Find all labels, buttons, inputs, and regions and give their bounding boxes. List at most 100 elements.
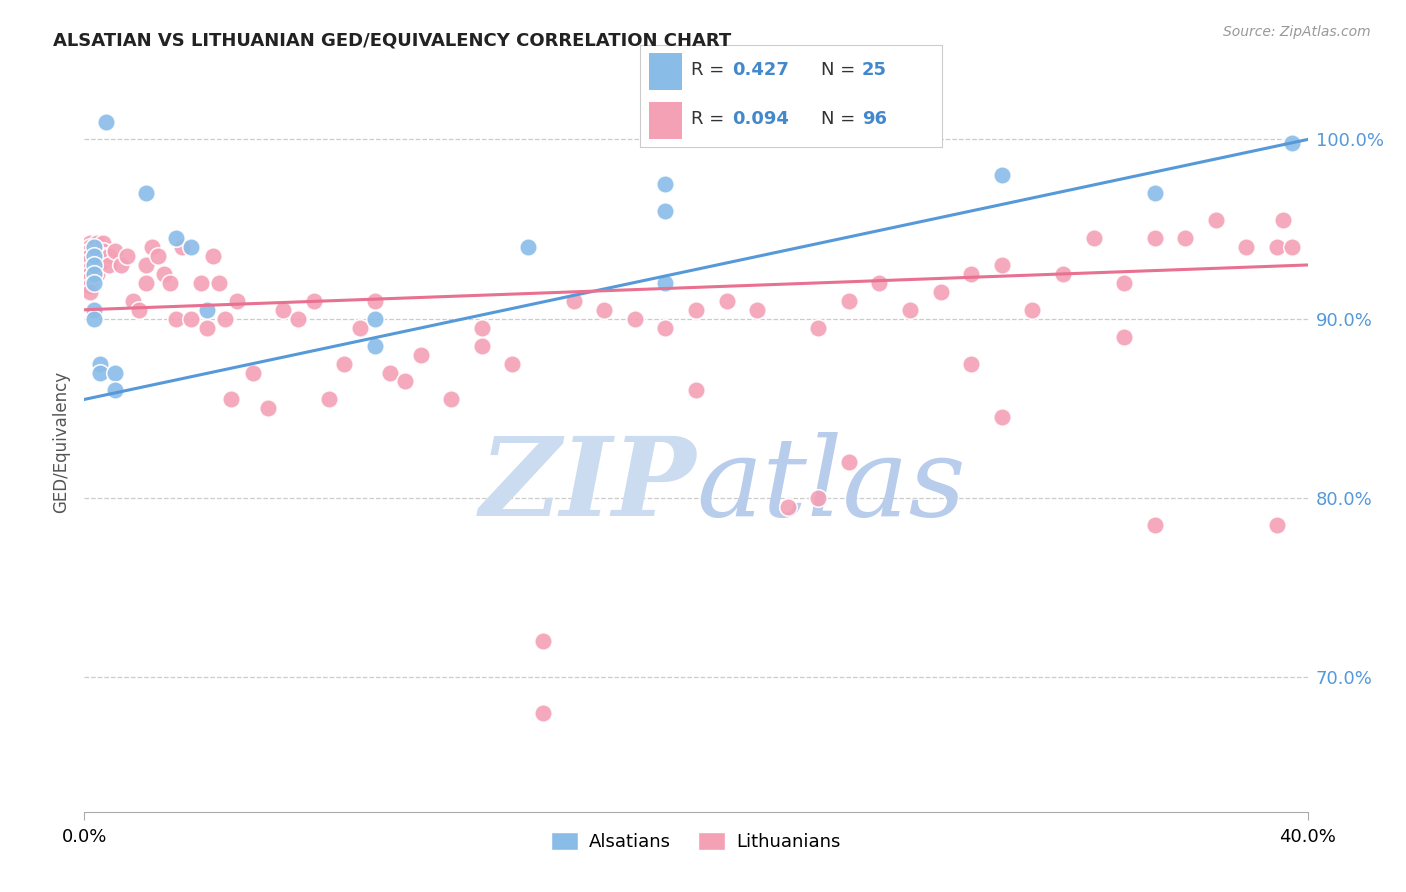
Text: Source: ZipAtlas.com: Source: ZipAtlas.com — [1223, 25, 1371, 39]
Point — [593, 302, 616, 317]
Point — [1205, 213, 1227, 227]
Point — [180, 311, 202, 326]
Point — [807, 491, 830, 505]
Point — [991, 410, 1014, 425]
Point — [97, 258, 120, 272]
Point — [991, 258, 1014, 272]
Text: ALSATIAN VS LITHUANIAN GED/EQUIVALENCY CORRELATION CHART: ALSATIAN VS LITHUANIAN GED/EQUIVALENCY C… — [53, 31, 731, 49]
Point — [159, 276, 181, 290]
Point — [838, 293, 860, 308]
Point — [135, 186, 157, 201]
Point — [104, 244, 127, 258]
Point — [226, 293, 249, 308]
Point — [86, 236, 108, 251]
Point — [79, 236, 101, 251]
Point — [333, 357, 356, 371]
Text: R =: R = — [692, 62, 730, 79]
Point — [104, 384, 127, 398]
Point — [471, 320, 494, 334]
Point — [180, 240, 202, 254]
Point — [208, 276, 231, 290]
Point — [1265, 517, 1288, 532]
Point — [1021, 302, 1043, 317]
Point — [153, 267, 176, 281]
Point — [318, 392, 340, 407]
Point — [86, 249, 108, 263]
Text: R =: R = — [692, 111, 730, 128]
Text: ZIP: ZIP — [479, 433, 696, 540]
Point — [83, 311, 105, 326]
Point — [349, 320, 371, 334]
Point — [128, 302, 150, 317]
Point — [838, 455, 860, 469]
Point — [165, 311, 187, 326]
Point — [898, 302, 921, 317]
Point — [364, 311, 387, 326]
Text: 96: 96 — [862, 111, 887, 128]
Point — [394, 375, 416, 389]
Point — [172, 240, 194, 254]
Point — [960, 357, 983, 371]
Bar — [648, 53, 682, 90]
Point — [685, 302, 707, 317]
Point — [79, 254, 101, 268]
Point — [97, 249, 120, 263]
Point — [654, 276, 676, 290]
Point — [91, 249, 114, 263]
Point — [531, 634, 554, 648]
Point — [91, 254, 114, 268]
Point — [960, 267, 983, 281]
Point — [1265, 240, 1288, 254]
Point — [79, 244, 101, 258]
Point — [135, 258, 157, 272]
Point — [195, 302, 218, 317]
Point — [104, 366, 127, 380]
Point — [1114, 276, 1136, 290]
Point — [89, 357, 111, 371]
Point — [716, 293, 738, 308]
Point — [654, 178, 676, 192]
Point — [747, 302, 769, 317]
Text: N =: N = — [821, 62, 860, 79]
Text: N =: N = — [821, 111, 860, 128]
Point — [86, 261, 108, 276]
Point — [86, 267, 108, 281]
Point — [302, 293, 325, 308]
Point — [115, 249, 138, 263]
Text: 0.094: 0.094 — [733, 111, 789, 128]
Point — [214, 311, 236, 326]
Point — [83, 276, 105, 290]
Text: atlas: atlas — [696, 433, 966, 540]
Point — [1272, 213, 1295, 227]
Point — [654, 204, 676, 219]
Point — [364, 338, 387, 352]
Point — [79, 285, 101, 299]
Point — [1143, 186, 1166, 201]
Point — [1174, 231, 1197, 245]
Point — [807, 320, 830, 334]
Point — [257, 401, 280, 416]
Point — [122, 293, 145, 308]
Text: 0.427: 0.427 — [733, 62, 789, 79]
Bar — [648, 102, 682, 139]
Point — [776, 500, 799, 514]
Point — [79, 272, 101, 286]
Point — [654, 320, 676, 334]
Legend: Alsatians, Lithuanians: Alsatians, Lithuanians — [544, 824, 848, 858]
Point — [531, 706, 554, 720]
Point — [79, 249, 101, 263]
Point — [79, 261, 101, 276]
Point — [1143, 517, 1166, 532]
Point — [409, 348, 432, 362]
Point — [1281, 240, 1303, 254]
Point — [624, 311, 647, 326]
Point — [219, 392, 242, 407]
Point — [83, 267, 105, 281]
Y-axis label: GED/Equivalency: GED/Equivalency — [52, 370, 70, 513]
Point — [929, 285, 952, 299]
Point — [242, 366, 264, 380]
Text: 25: 25 — [862, 62, 887, 79]
Point — [991, 169, 1014, 183]
Point — [471, 338, 494, 352]
Point — [271, 302, 294, 317]
